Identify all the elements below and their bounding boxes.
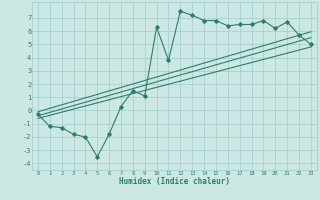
X-axis label: Humidex (Indice chaleur): Humidex (Indice chaleur) <box>119 177 230 186</box>
